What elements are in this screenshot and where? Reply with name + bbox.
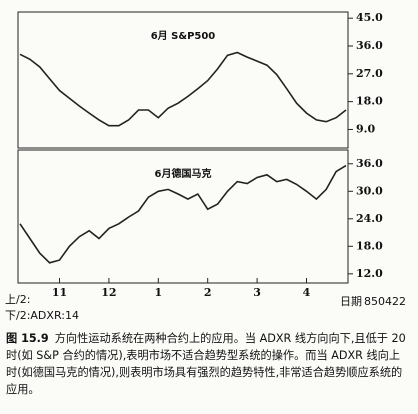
lower-label: 下/2:ADXR:14 (5, 309, 79, 322)
chart-title: 6月德国马克 (155, 167, 212, 180)
x-tick-label: 3 (253, 286, 261, 299)
y-tick-label: 24.0 (356, 212, 383, 225)
y-tick-label: 18.0 (356, 239, 383, 252)
date-value: 850422 (364, 295, 406, 308)
y-tick-label: 27.0 (356, 67, 383, 80)
chart-title: 6月 S&P500 (151, 30, 216, 42)
y-tick-label: 18.0 (356, 95, 383, 108)
x-tick-label: 12 (101, 286, 116, 299)
x-tick-label: 11 (52, 286, 67, 299)
line-series (19, 164, 347, 264)
line-series (19, 51, 347, 127)
y-tick-label: 36.0 (356, 39, 383, 52)
upper-label: 上/2: (5, 293, 30, 306)
x-tick-label: 1 (154, 286, 162, 299)
caption-label: 图 15.9 (6, 332, 49, 345)
date-label: 日期 (340, 295, 362, 308)
y-tick-label: 9.0 (356, 122, 375, 135)
x-tick-label: 2 (204, 286, 212, 299)
y-tick-label: 12.0 (356, 267, 383, 280)
panel-frame (17, 11, 349, 149)
caption-text: 方向性运动系统在两种合约上的应用。当 ADXR 线方向向下,且低于 20 时(如… (6, 332, 406, 396)
caption: 图 15.9 方向性运动系统在两种合约上的应用。当 ADXR 线方向向下,且低于 … (6, 330, 410, 398)
panel-frame (17, 149, 349, 284)
y-tick-label: 45.0 (356, 11, 383, 24)
x-tick-label: 4 (303, 286, 311, 299)
y-tick-label: 36.0 (356, 157, 383, 170)
y-tick-label: 30.0 (356, 184, 383, 197)
